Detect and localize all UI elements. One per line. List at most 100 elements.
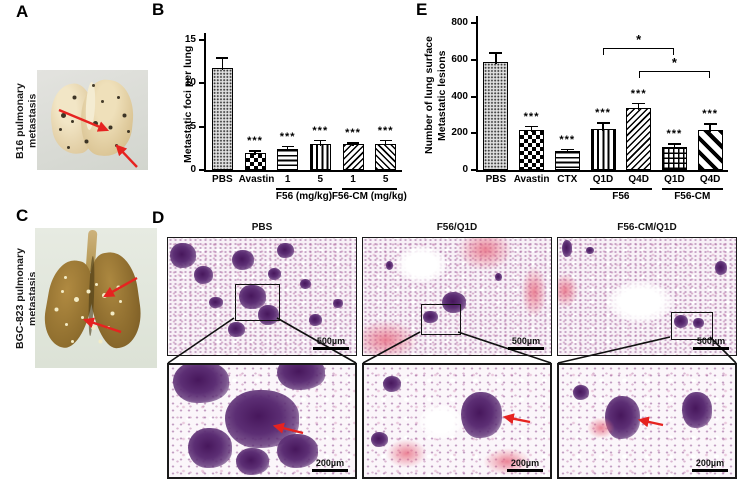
x-tick-label: Avastin: [238, 174, 275, 185]
significance-stars: ***: [523, 110, 540, 123]
group-label: F56-CM: [674, 191, 711, 202]
group-label: F56-CM (mg/kg): [331, 191, 407, 202]
y-tick-label: 400: [451, 90, 468, 102]
y-tick: [471, 58, 476, 61]
y-tick-label: 800: [451, 17, 468, 28]
significance-stars: ***: [595, 107, 611, 120]
y-tick: [471, 132, 476, 135]
significance-bracket: [638, 70, 711, 78]
y-axis-line: [204, 33, 206, 171]
bar-Q1D-3: [590, 128, 616, 170]
y-tick-label: 0: [462, 164, 468, 175]
histology-image-f56cm-high-mag: 200µm: [557, 363, 737, 479]
bar-CTX-2: [554, 150, 580, 170]
panel-e-letter: E: [416, 0, 428, 19]
histology-column-f56cm-q1d: F56-CM/Q1D 500µm: [557, 222, 737, 482]
x-tick-label: Avastin: [513, 174, 550, 185]
group-underline: [341, 188, 397, 190]
group-underline: [276, 188, 332, 190]
panel-d-letter: D: [152, 208, 165, 227]
x-tick-label: 5: [382, 174, 389, 185]
panel-c-photo: [35, 228, 157, 368]
group-underline: [590, 188, 652, 190]
bar-5-3: [309, 144, 331, 170]
error-bar-line: [319, 139, 322, 146]
bar-Q4D-6: [697, 129, 723, 170]
scale-bar-label: 200µm: [510, 458, 540, 468]
x-tick-label: 1: [350, 174, 356, 185]
histology-column-pbs: PBS 500µm: [167, 222, 357, 482]
panel-a-photo: [37, 70, 148, 170]
y-axis-title: Number of lung surface: [423, 36, 435, 155]
scale-bar: 500µm: [508, 337, 544, 350]
y-tick-label: 0: [190, 164, 196, 175]
significance-star: *: [671, 54, 677, 70]
group-underline: [661, 188, 723, 190]
significance-stars: ***: [630, 87, 647, 100]
error-bar-line: [495, 52, 497, 64]
bar-Avastin-1: [519, 129, 545, 170]
y-axis-title: Metastatic foci per lung: [182, 45, 194, 163]
magnified-region-box: [235, 284, 280, 321]
scale-bar: 200µm: [507, 459, 543, 472]
significance-star: *: [636, 31, 642, 47]
histology-column-f56-q1d: F56/Q1D 500µm: [362, 222, 552, 482]
histology-image-f56-low-mag: 500µm: [362, 237, 552, 356]
bar-PBS-0: [211, 67, 233, 170]
error-bar-line: [602, 122, 604, 131]
significance-stars: ***: [312, 124, 329, 137]
scale-bar: 500µm: [313, 337, 349, 350]
y-tick: [199, 82, 204, 85]
histology-image-pbs-low-mag: 500µm: [167, 237, 357, 356]
chart-lung-surface-metastatic-lesions: 0 200 400 600 800 Number of lung surface Metas…: [420, 4, 737, 218]
y-tick: [199, 39, 204, 41]
error-bar-line: [352, 142, 354, 146]
scale-bar-label: 200µm: [695, 458, 725, 468]
panel-a-letter: A: [16, 2, 29, 21]
error-bar-line: [384, 139, 387, 146]
scale-bar-label: 500µm: [696, 336, 726, 346]
error-bar-line: [286, 145, 289, 152]
x-tick-label: 5: [317, 174, 324, 185]
y-tick: [471, 169, 476, 171]
histology-image-f56-high-mag: 200µm: [362, 363, 552, 479]
significance-stars: ***: [345, 127, 361, 140]
error-bar-line: [709, 123, 711, 132]
group-label: F56 (mg/kg): [275, 191, 333, 202]
panel-b-letter: B: [152, 0, 165, 19]
scale-bar-label: 200µm: [315, 458, 345, 468]
histology-column-title: F56/Q1D: [436, 222, 478, 233]
x-tick-label: Q4D: [628, 174, 649, 185]
y-tick-label: 600: [451, 53, 468, 65]
error-bar-line: [530, 125, 533, 132]
significance-stars: ***: [279, 130, 296, 143]
y-tick-label: 10: [184, 77, 196, 89]
significance-stars: ***: [702, 108, 719, 121]
histology-column-title: F56-CM/Q1D: [617, 222, 677, 233]
y-tick: [199, 169, 204, 171]
significance-stars: ***: [247, 135, 263, 148]
metastasis-spots: [37, 70, 40, 73]
x-tick-label: PBS: [485, 174, 507, 185]
error-bar-line: [254, 150, 256, 155]
metastasis-spots: [35, 228, 38, 231]
histology-image-pbs-high-mag: 200µm: [167, 363, 357, 479]
histology-image-f56cm-low-mag: 500µm: [557, 237, 737, 356]
scale-bar: 200µm: [692, 459, 728, 472]
scale-bar: 200µm: [312, 459, 348, 472]
x-tick-label: Q1D: [664, 174, 685, 185]
bar-Q4D-4: [626, 108, 652, 170]
bar-1-4: [342, 144, 364, 170]
bar-5-5: [375, 144, 397, 170]
scale-bar: 500µm: [693, 337, 729, 350]
x-tick-label: Q4D: [699, 174, 721, 185]
y-tick: [471, 95, 476, 98]
magnified-region-box: [421, 304, 461, 335]
x-tick-label: PBS: [212, 174, 233, 185]
y-tick: [199, 125, 204, 128]
significance-bracket: [603, 47, 675, 55]
significance-stars: ***: [666, 128, 683, 141]
panel-c-letter: C: [16, 206, 29, 225]
bar-PBS-0: [483, 61, 509, 170]
